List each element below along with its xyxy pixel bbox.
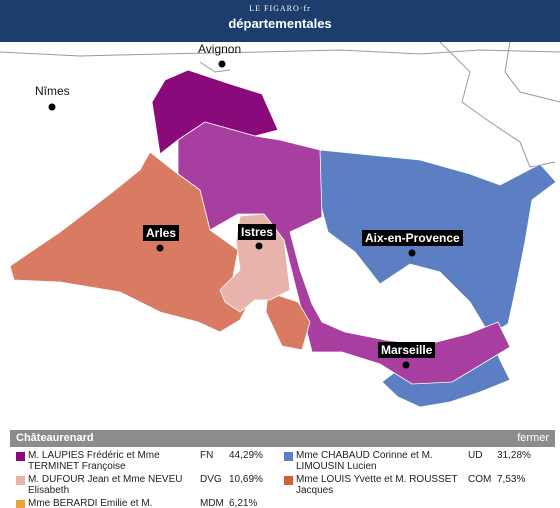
city-label: Arles: [143, 225, 180, 241]
logo-main: départementales: [228, 16, 332, 31]
result-row: M. DUFOUR Jean et Mme NEVEU Elisabeth DVG…: [14, 474, 284, 498]
city-marker: [218, 60, 226, 68]
city-label: Marseille: [378, 342, 436, 358]
score: 31,28%: [497, 450, 531, 461]
candidates: M. LAUPIES Frédéric et Mme TERMINET Fran…: [28, 450, 160, 472]
city-markers: [48, 60, 416, 369]
party: FN: [200, 450, 214, 461]
result-row: M. LAUPIES Frédéric et Mme TERMINET Fran…: [14, 450, 284, 474]
result-row: Mme CHABAUD Corinne et M. LIMOUSIN Lucie…: [282, 450, 552, 474]
candidates: Mme CHABAUD Corinne et M. LIMOUSIN Lucie…: [296, 450, 433, 472]
close-button[interactable]: fermer: [517, 432, 549, 444]
color-swatch: [16, 500, 25, 508]
candidates: M. DUFOUR Jean et Mme NEVEU Elisabeth: [28, 474, 183, 496]
city-marker: [48, 103, 56, 111]
result-row: Mme LOUIS Yvette et M. ROUSSET Jacques CO…: [282, 474, 552, 498]
result-row: Mme BERARDI Emilie et M. MDM 6,21%: [14, 498, 284, 508]
score: 6,21%: [229, 498, 258, 508]
region-com: [9, 151, 251, 333]
panel-title: Châteaurenard: [16, 432, 94, 444]
map: [0, 42, 560, 408]
party: UD: [468, 450, 483, 461]
color-swatch: [284, 452, 293, 461]
regions: [9, 69, 557, 408]
score: 44,29%: [229, 450, 263, 461]
candidates: Mme LOUIS Yvette et M. ROUSSET Jacques: [296, 474, 458, 496]
city-label: Aix-en-Provence: [362, 230, 463, 246]
party: DVG: [200, 474, 222, 485]
region-com-east: [265, 291, 311, 351]
color-swatch: [284, 476, 293, 485]
city-label: Istres: [238, 224, 277, 240]
results-panel: Châteaurenard fermer M. LAUPIES Frédéric…: [10, 430, 555, 508]
city-label: Nîmes: [35, 84, 70, 98]
candidates: Mme BERARDI Emilie et M.: [28, 498, 153, 508]
score: 10,69%: [229, 474, 263, 485]
score: 7,53%: [497, 474, 526, 485]
borders: [0, 42, 560, 168]
party: MDM: [200, 498, 224, 508]
city-marker: [255, 242, 263, 250]
header: LE FIGARO·fr départementales: [0, 0, 560, 42]
city-marker: [402, 361, 410, 369]
city-marker: [156, 244, 164, 252]
color-swatch: [16, 452, 25, 461]
party: COM: [468, 474, 492, 485]
city-marker: [408, 249, 416, 257]
city-label: Avignon: [198, 42, 242, 56]
region-ud: [319, 149, 557, 408]
logo-top: LE FIGARO·fr: [249, 4, 311, 13]
color-swatch: [16, 476, 25, 485]
panel-title-bar: Châteaurenard fermer: [10, 430, 555, 447]
